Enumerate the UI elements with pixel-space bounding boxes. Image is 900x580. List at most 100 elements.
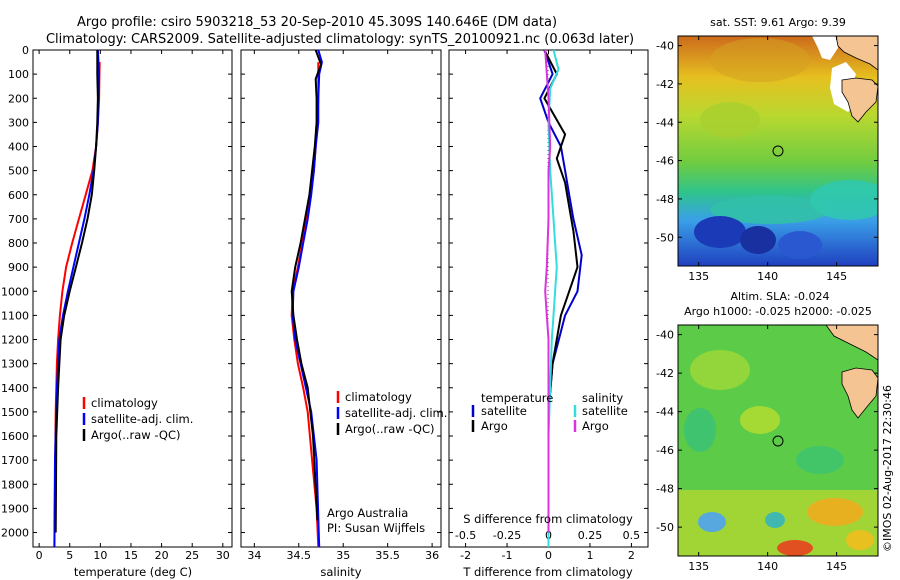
depth-tick-label: 2000 xyxy=(1,527,29,540)
depth-tick-label: 1400 xyxy=(1,382,29,395)
sst-patch xyxy=(710,196,830,224)
depth-tick-label: 600 xyxy=(8,189,29,202)
temperature-panel: 0100200300400500600700800900100011001200… xyxy=(1,44,233,579)
legend-argo-label: Argo(..raw -QC) xyxy=(91,428,181,442)
x-tick-label: 0 xyxy=(36,549,43,562)
temperature-profiles xyxy=(53,49,101,548)
salinity-ticks: 34 34.5 35 35.5 36 xyxy=(247,50,439,562)
lat-tick-label: -46 xyxy=(656,444,674,457)
salinity-panel: 34 34.5 35 35.5 36 climatology satellite-adj… xyxy=(240,49,447,579)
sst-cold-eddy xyxy=(740,226,776,254)
sst-warm-patch xyxy=(710,38,810,82)
sla-anomaly xyxy=(690,350,750,390)
sla-field xyxy=(678,325,878,556)
depth-tick-label: 1900 xyxy=(1,502,29,515)
lat-tick-label: -42 xyxy=(656,367,674,380)
x-tick-label: 10 xyxy=(93,549,107,562)
temperature-axis-label: temperature (deg C) xyxy=(74,565,192,579)
copyright-watermark: ©IMOS 02-Aug-2017 22:30:46 xyxy=(881,385,894,552)
x-tick-label: 2 xyxy=(628,549,635,562)
depth-tick-label: 0 xyxy=(22,44,29,57)
s-diff-tick-label: 0.5 xyxy=(623,529,641,542)
depth-tick-label: 700 xyxy=(8,213,29,226)
sla-map-subtitle: Argo h1000: -0.025 h2000: -0.025 xyxy=(684,305,872,318)
sst-field xyxy=(678,36,878,266)
legend-t-satellite-label: satellite xyxy=(481,404,527,418)
s-diff-tick-label: -0.25 xyxy=(493,529,521,542)
land-mask-mainland xyxy=(812,36,840,60)
sst-cold-eddy xyxy=(694,216,746,248)
temperature-legend: climatology satellite-adj. clim. Argo(..… xyxy=(82,396,193,442)
lat-tick-label: -40 xyxy=(656,40,674,53)
depth-tick-label: 200 xyxy=(8,92,29,105)
title-line-2: Climatology: CARS2009. Satellite-adjuste… xyxy=(46,32,634,47)
legend-argo-label: Argo(..raw -QC) xyxy=(345,422,435,436)
depth-tick-label: 1500 xyxy=(1,406,29,419)
difference-panel: -2 -1 0 1 2 -0.5 -0.25 0 0.25 0.5 temperature sa… xyxy=(448,49,649,579)
x-tick-label: 15 xyxy=(124,549,138,562)
depth-tick-label: 1700 xyxy=(1,454,29,467)
sst-cold-eddy xyxy=(778,231,822,259)
x-tick-label: 30 xyxy=(216,549,230,562)
difference-profiles xyxy=(539,49,583,547)
profile-line-argo-raw-qc- xyxy=(290,49,322,521)
sst-patch xyxy=(810,180,878,220)
x-tick-label: 25 xyxy=(185,549,199,562)
lat-tick-label: -40 xyxy=(656,329,674,342)
s-diff-tick-label: -0.5 xyxy=(455,529,476,542)
sla-high xyxy=(846,530,874,550)
depth-tick-label: 1800 xyxy=(1,478,29,491)
x-tick-label: -2 xyxy=(460,549,471,562)
sst-map: sat. SST: 9.61 Argo: 9.39 -40-42-44-46-4… xyxy=(656,16,879,283)
profile-line-s-argo xyxy=(544,49,552,533)
legend-s-satellite-label: satellite xyxy=(582,404,628,418)
sla-map-frame xyxy=(677,324,879,557)
x-tick-label: 5 xyxy=(66,549,73,562)
sst-map-title: sat. SST: 9.61 Argo: 9.39 xyxy=(710,16,846,29)
x-tick-label: 34.5 xyxy=(287,549,312,562)
sst-map-frame xyxy=(677,35,879,267)
sla-low xyxy=(765,512,785,528)
sst-lat-ticks: -40 -42 -44 -46 -48 -50 xyxy=(656,40,878,244)
depth-tick-label: 400 xyxy=(8,141,29,154)
sla-anomaly xyxy=(684,408,716,452)
sla-low xyxy=(698,512,726,532)
legend-climatology-label: climatology xyxy=(91,396,158,410)
lat-tick-label: -50 xyxy=(656,231,674,244)
lon-tick-label: 140 xyxy=(757,560,778,573)
sla-lon-ticks: 135 140 145 xyxy=(688,325,847,573)
legend-satellite-label: satellite-adj. clim. xyxy=(345,406,447,420)
credit-line-1: Argo Australia xyxy=(327,506,408,520)
lon-tick-label: 135 xyxy=(688,270,709,283)
lat-tick-label: -48 xyxy=(656,483,674,496)
salinity-legend: climatology satellite-adj. clim. Argo(..… xyxy=(336,390,447,436)
sla-lat-ticks: -40 -42 -44 -46 -48 -50 xyxy=(656,329,878,534)
legend-t-argo-label: Argo xyxy=(481,419,508,433)
depth-tick-label: 1200 xyxy=(1,334,29,347)
depth-tick-label: 1600 xyxy=(1,430,29,443)
depth-tick-label: 900 xyxy=(8,261,29,274)
lat-tick-label: -46 xyxy=(656,155,674,168)
profile-line-argo-raw-qc- xyxy=(54,50,99,533)
salinity-depth-ticks xyxy=(241,49,441,534)
depth-tick-label: 800 xyxy=(8,237,29,250)
depth-tick-label: 1000 xyxy=(1,285,29,298)
depth-tick-label: 500 xyxy=(8,165,29,178)
sst-lon-ticks: 135 140 145 xyxy=(688,36,847,283)
legend-salinity-title: salinity xyxy=(582,391,623,405)
sst-patch xyxy=(700,102,760,138)
lon-tick-label: 140 xyxy=(757,270,778,283)
tasmania xyxy=(841,77,878,123)
x-tick-label: 20 xyxy=(155,549,169,562)
sla-anomaly xyxy=(740,406,780,434)
x-tick-label: 35.5 xyxy=(375,549,400,562)
lat-tick-label: -42 xyxy=(656,78,674,91)
x-tick-label: 0 xyxy=(545,549,552,562)
tasmania xyxy=(841,367,878,419)
x-tick-label: 1 xyxy=(586,549,593,562)
depth-ticks: 0 100 200 300 400 500 600 700 800 900 1000 1100 1200… xyxy=(1,44,232,540)
s-difference-axis-label: S difference from climatology xyxy=(463,512,633,526)
sla-anomaly xyxy=(796,446,844,474)
sla-map: Altim. SLA: -0.024 Argo h1000: -0.025 h2… xyxy=(656,290,879,573)
